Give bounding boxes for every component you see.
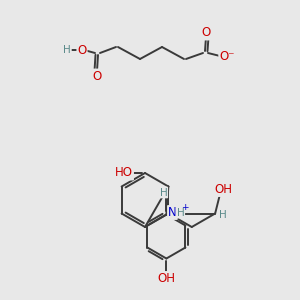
Text: H: H: [219, 211, 227, 220]
Text: O: O: [92, 70, 102, 83]
Text: O: O: [77, 44, 87, 56]
Text: HO: HO: [115, 167, 133, 179]
Text: H: H: [63, 45, 71, 55]
Text: OH: OH: [214, 183, 232, 196]
Text: O⁻: O⁻: [219, 50, 235, 62]
Text: N: N: [168, 206, 177, 219]
Text: H: H: [176, 208, 184, 218]
Text: +: +: [181, 203, 188, 212]
Text: OH: OH: [158, 272, 175, 285]
Text: H: H: [160, 188, 167, 197]
Text: O: O: [201, 26, 211, 40]
